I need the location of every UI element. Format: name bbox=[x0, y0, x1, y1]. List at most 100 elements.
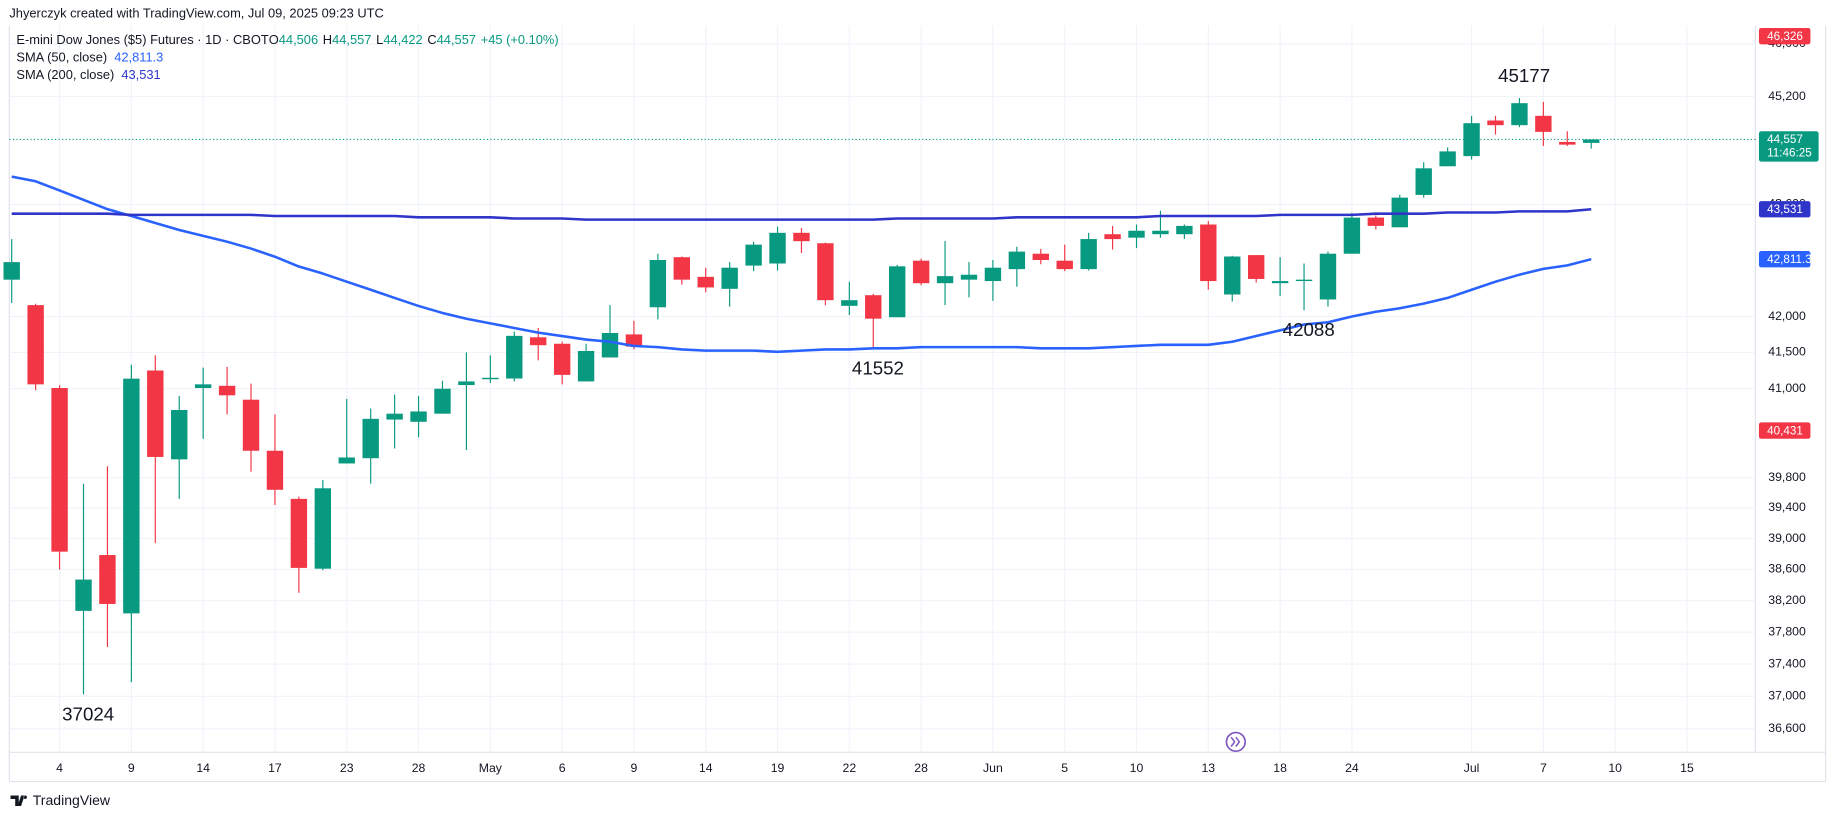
candle-body bbox=[912, 260, 930, 284]
change: +45 (+0.10%) bbox=[481, 32, 559, 47]
y-tick-label: 38,200 bbox=[1768, 593, 1806, 607]
labels: 36,600 37,000 37,400 37,800 38,200 38,600 39,0… bbox=[16, 27, 1819, 775]
candle-body bbox=[194, 384, 212, 388]
annotation: 41552 bbox=[852, 358, 904, 379]
ohlc-value: 44,506 bbox=[279, 32, 318, 47]
ohlc-key: L bbox=[376, 32, 383, 47]
x-tick-label: 28 bbox=[412, 761, 426, 775]
ohlc-key: C bbox=[427, 32, 436, 47]
price-tag: 40,431 bbox=[1767, 424, 1803, 437]
candle-body bbox=[290, 498, 308, 568]
candle-body bbox=[338, 457, 355, 464]
sma-tag-bg bbox=[1758, 201, 1811, 218]
scroll-button[interactable] bbox=[1225, 731, 1246, 752]
candle-body bbox=[697, 276, 714, 288]
price-tag: 46,326 bbox=[1767, 30, 1803, 43]
candle-body bbox=[1128, 230, 1145, 238]
y-tick-label: 38,600 bbox=[1768, 562, 1806, 576]
x-tick-label: 5 bbox=[1061, 761, 1068, 775]
candle-body bbox=[99, 555, 116, 604]
candle-body bbox=[960, 274, 978, 280]
candle-body bbox=[75, 579, 92, 611]
last-price-tag: 44,557 bbox=[1767, 133, 1803, 146]
x-tick-label: 18 bbox=[1273, 761, 1287, 775]
sma-name: SMA (200, close) bbox=[16, 67, 114, 82]
sma-value: 42,811.3 bbox=[114, 50, 163, 65]
candle-body bbox=[936, 276, 954, 284]
sma-name: SMA (50, close) bbox=[16, 50, 107, 65]
x-tick-label: 17 bbox=[268, 761, 282, 775]
last-price-tag-bg bbox=[1758, 131, 1819, 162]
x-tick-label: May bbox=[479, 761, 503, 775]
y-tick-label: 42,000 bbox=[1768, 309, 1806, 323]
candle-body bbox=[1415, 168, 1432, 195]
sma-line bbox=[11, 175, 1592, 354]
candle-body bbox=[482, 377, 499, 380]
candle-body bbox=[889, 266, 906, 318]
candle-body bbox=[1104, 234, 1121, 240]
x-tick-label: 14 bbox=[699, 761, 713, 775]
candle-body bbox=[147, 370, 164, 457]
annotation: 45177 bbox=[1498, 65, 1550, 86]
candle-body bbox=[1271, 281, 1289, 284]
y-tick-label: 37,400 bbox=[1768, 656, 1806, 670]
candle-body bbox=[1343, 217, 1361, 254]
candle-body bbox=[1367, 217, 1385, 226]
x-tick-label: 9 bbox=[128, 761, 135, 775]
candle-body bbox=[1463, 123, 1480, 157]
candle-body bbox=[242, 399, 260, 451]
ohlc-value: 44,557 bbox=[437, 32, 476, 47]
candle-body bbox=[1319, 253, 1337, 300]
candle-body bbox=[266, 450, 284, 490]
candle-body bbox=[1439, 151, 1456, 167]
candle-body bbox=[1008, 251, 1026, 270]
candle-body bbox=[865, 295, 882, 319]
candle-body bbox=[1583, 139, 1600, 143]
ohlc-key: O bbox=[269, 32, 279, 47]
candle-body bbox=[769, 232, 786, 264]
x-tick-label: 9 bbox=[631, 761, 638, 775]
scroll-icon-arrows bbox=[1230, 736, 1241, 747]
candle-body bbox=[649, 259, 667, 308]
x-tick-label: 13 bbox=[1201, 761, 1215, 775]
x-tick-label: Jul bbox=[1464, 761, 1480, 775]
x-tick-label: 14 bbox=[196, 761, 210, 775]
candle-body bbox=[1511, 103, 1528, 126]
y-tick-label: 41,000 bbox=[1768, 381, 1806, 395]
candle-body bbox=[601, 332, 619, 358]
y-tick-label: 41,500 bbox=[1768, 345, 1806, 359]
candle-body bbox=[218, 385, 236, 396]
x-tick-label: 4 bbox=[56, 761, 63, 775]
candle-body bbox=[553, 343, 571, 375]
candle-body bbox=[625, 334, 643, 347]
symbol: E-mini Dow Jones ($5) Futures · 1D · CBO… bbox=[16, 32, 269, 47]
x-tick-label: Jun bbox=[983, 761, 1003, 775]
brand: TradingView bbox=[33, 792, 111, 808]
x-tick-label: 7 bbox=[1540, 761, 1547, 775]
candle-body bbox=[1200, 224, 1217, 282]
candle-body bbox=[793, 232, 810, 242]
candle-body bbox=[410, 411, 427, 422]
scroll-icon[interactable] bbox=[1225, 731, 1246, 752]
candle-body bbox=[27, 305, 44, 385]
ohlc-value: 44,422 bbox=[383, 32, 422, 47]
candle-body bbox=[1295, 279, 1313, 282]
candle-body bbox=[1056, 260, 1073, 270]
candle-body bbox=[458, 381, 475, 386]
sma-line bbox=[11, 207, 1592, 221]
candle-body bbox=[1559, 141, 1576, 145]
sma-tag: 42,811.3 bbox=[1767, 253, 1812, 266]
x-tick-label: 10 bbox=[1608, 761, 1622, 775]
candle-body bbox=[1152, 230, 1169, 235]
x-tick-label: 10 bbox=[1130, 761, 1144, 775]
candle-body bbox=[1080, 239, 1097, 270]
price-tag-bg bbox=[1758, 422, 1811, 439]
x-tick-label: 23 bbox=[340, 761, 354, 775]
sma-value: 43,531 bbox=[121, 67, 160, 82]
candle-body bbox=[51, 387, 68, 552]
y-tick-label: 37,000 bbox=[1768, 689, 1806, 703]
candle-body bbox=[530, 337, 547, 346]
candle-body bbox=[314, 488, 332, 569]
